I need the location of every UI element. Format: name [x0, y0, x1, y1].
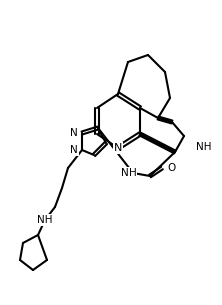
Text: NH: NH — [196, 142, 212, 152]
Text: N: N — [70, 128, 78, 138]
Text: O: O — [167, 163, 175, 173]
Text: N: N — [70, 145, 78, 155]
Text: NH: NH — [37, 215, 53, 225]
Text: N: N — [114, 143, 122, 153]
Text: H: H — [129, 168, 137, 178]
Text: N: N — [121, 168, 129, 178]
